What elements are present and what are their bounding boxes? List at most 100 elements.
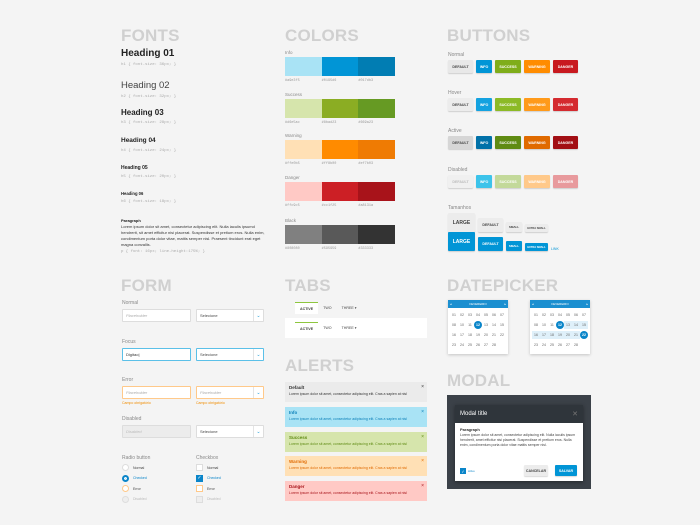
tab-3[interactable]: THREE ▾ — [341, 326, 357, 330]
datepicker-day[interactable]: 06 — [492, 313, 496, 317]
datepicker-day[interactable]: 04 — [558, 313, 562, 317]
info-button-normal[interactable]: INFO — [476, 60, 492, 73]
datepicker-day[interactable]: 02 — [542, 313, 546, 317]
datepicker-day[interactable]: 25 — [468, 343, 472, 347]
default-button-hover[interactable]: DEFAULT — [448, 98, 473, 111]
datepicker-day[interactable]: 12 — [556, 321, 564, 329]
tab-3[interactable]: THREE ▾ — [341, 306, 357, 310]
datepicker-day[interactable]: 20 — [564, 331, 572, 339]
tab-1[interactable]: ACTIVE — [295, 302, 319, 314]
checkbox-option[interactable]: Error — [196, 485, 215, 492]
chevron-left-icon[interactable]: ◂ — [450, 302, 452, 306]
success-button-disabled[interactable]: SUCCESS — [495, 175, 521, 188]
danger-button-active[interactable]: DANGER — [553, 136, 578, 149]
datepicker-day[interactable]: 26 — [558, 343, 562, 347]
datepicker-day[interactable]: 08 — [534, 323, 538, 327]
default-button-active[interactable]: DEFAULT — [448, 136, 473, 149]
datepicker-day[interactable]: 04 — [476, 313, 480, 317]
datepicker-day[interactable]: 28 — [492, 343, 496, 347]
select-dropdown[interactable]: Placeholder ⌄ — [196, 386, 264, 399]
text-input[interactable]: Digitao| — [122, 348, 191, 361]
warning-button-active[interactable]: WARNING — [524, 136, 550, 149]
datepicker-day[interactable]: 10 — [542, 323, 546, 327]
datepicker-day[interactable]: 03 — [468, 313, 472, 317]
large-button[interactable]: LARGE — [448, 232, 475, 251]
warning-button-disabled[interactable]: WARNING — [524, 175, 550, 188]
datepicker-day[interactable]: 12 — [474, 321, 482, 329]
datepicker-day[interactable]: 15 — [580, 321, 588, 329]
datepicker-day[interactable]: 01 — [534, 313, 538, 317]
datepicker-day[interactable]: 28 — [574, 343, 578, 347]
chevron-right-icon[interactable]: ▸ — [586, 302, 588, 306]
close-icon[interactable]: × — [421, 433, 424, 440]
datepicker-day[interactable]: 11 — [468, 323, 472, 327]
datepicker-day[interactable]: 05 — [566, 313, 570, 317]
text-input[interactable]: Disabled — [122, 425, 191, 438]
datepicker-day[interactable]: 20 — [484, 333, 488, 337]
tab-1[interactable]: ACTIVE — [295, 322, 319, 334]
link-button[interactable]: LINK — [551, 247, 559, 251]
success-button-normal[interactable]: SUCCESS — [495, 60, 521, 73]
datepicker-day[interactable]: 23 — [534, 343, 538, 347]
datepicker-day[interactable]: 10 — [460, 323, 464, 327]
select-dropdown[interactable]: Selecione ⌄ — [196, 348, 264, 361]
datepicker-day[interactable]: 22 — [500, 333, 504, 337]
datepicker-day[interactable]: 24 — [460, 343, 464, 347]
datepicker-day[interactable]: 11 — [550, 323, 554, 327]
success-button-active[interactable]: SUCCESS — [495, 136, 521, 149]
close-icon[interactable]: × — [421, 458, 424, 465]
datepicker-day[interactable]: 27 — [566, 343, 570, 347]
default-button[interactable]: DEFAULT — [478, 218, 503, 232]
datepicker-day[interactable]: 14 — [572, 321, 580, 329]
select-dropdown[interactable]: Selecione ⌄ — [196, 425, 264, 438]
extra-small-button[interactable]: EXTRA SMALL — [525, 243, 548, 251]
default-button[interactable]: DEFAULT — [478, 237, 503, 251]
datepicker-day[interactable]: 14 — [492, 323, 496, 327]
danger-button-hover[interactable]: DANGER — [553, 98, 578, 111]
save-button[interactable]: SALVAR — [555, 465, 577, 476]
datepicker-day[interactable]: 21 — [492, 333, 496, 337]
datepicker-day[interactable]: 19 — [556, 331, 564, 339]
chevron-right-icon[interactable]: ▸ — [504, 302, 506, 306]
datepicker-day[interactable]: 07 — [500, 313, 504, 317]
close-icon[interactable]: × — [421, 483, 424, 490]
datepicker-day[interactable]: 18 — [468, 333, 472, 337]
datepicker-day[interactable]: 18 — [548, 331, 556, 339]
small-button[interactable]: SMALL — [506, 241, 522, 251]
datepicker-day[interactable]: 06 — [574, 313, 578, 317]
radio-option[interactable]: Normal — [122, 464, 144, 471]
datepicker-day[interactable]: 01 — [452, 313, 456, 317]
checkbox-option[interactable]: Normal — [196, 464, 218, 471]
warning-button-hover[interactable]: WARNING — [524, 98, 550, 111]
info-button-active[interactable]: INFO — [476, 136, 492, 149]
datepicker-day[interactable]: 25 — [550, 343, 554, 347]
datepicker-day[interactable]: 24 — [542, 343, 546, 347]
close-icon[interactable]: × — [421, 408, 424, 415]
radio-option[interactable]: Error — [122, 485, 141, 492]
datepicker-day[interactable]: 07 — [582, 313, 586, 317]
radio-option[interactable]: Checked — [122, 474, 147, 482]
datepicker-day[interactable]: 16 — [452, 333, 456, 337]
checkbox-option[interactable]: ✓ Checked — [196, 474, 221, 482]
datepicker-day[interactable]: 13 — [484, 323, 488, 327]
info-button-disabled[interactable]: INFO — [476, 175, 492, 188]
datepicker-day[interactable]: 27 — [484, 343, 488, 347]
datepicker-day[interactable]: 16 — [532, 331, 540, 339]
tab-2[interactable]: TWO — [323, 306, 332, 310]
danger-button-normal[interactable]: DANGER — [553, 60, 578, 73]
datepicker-day[interactable]: 23 — [452, 343, 456, 347]
datepicker-day[interactable]: 17 — [460, 333, 464, 337]
modal-checkbox[interactable]: ✓ Ativo — [460, 468, 475, 474]
close-icon[interactable]: ✕ — [572, 411, 578, 418]
large-button[interactable]: LARGE — [448, 213, 475, 232]
cancel-button[interactable]: CANCELAR — [524, 465, 548, 476]
datepicker-day[interactable]: 03 — [550, 313, 554, 317]
datepicker-day[interactable]: 13 — [564, 321, 572, 329]
warning-button-normal[interactable]: WARNING — [524, 60, 550, 73]
small-button[interactable]: SMALL — [506, 222, 522, 232]
text-input[interactable]: Placeholder — [122, 386, 191, 399]
info-button-hover[interactable]: INFO — [476, 98, 492, 111]
extra-small-button[interactable]: EXTRA SMALL — [525, 224, 548, 232]
danger-button-disabled[interactable]: DANGER — [553, 175, 578, 188]
datepicker-day[interactable]: 08 — [452, 323, 456, 327]
